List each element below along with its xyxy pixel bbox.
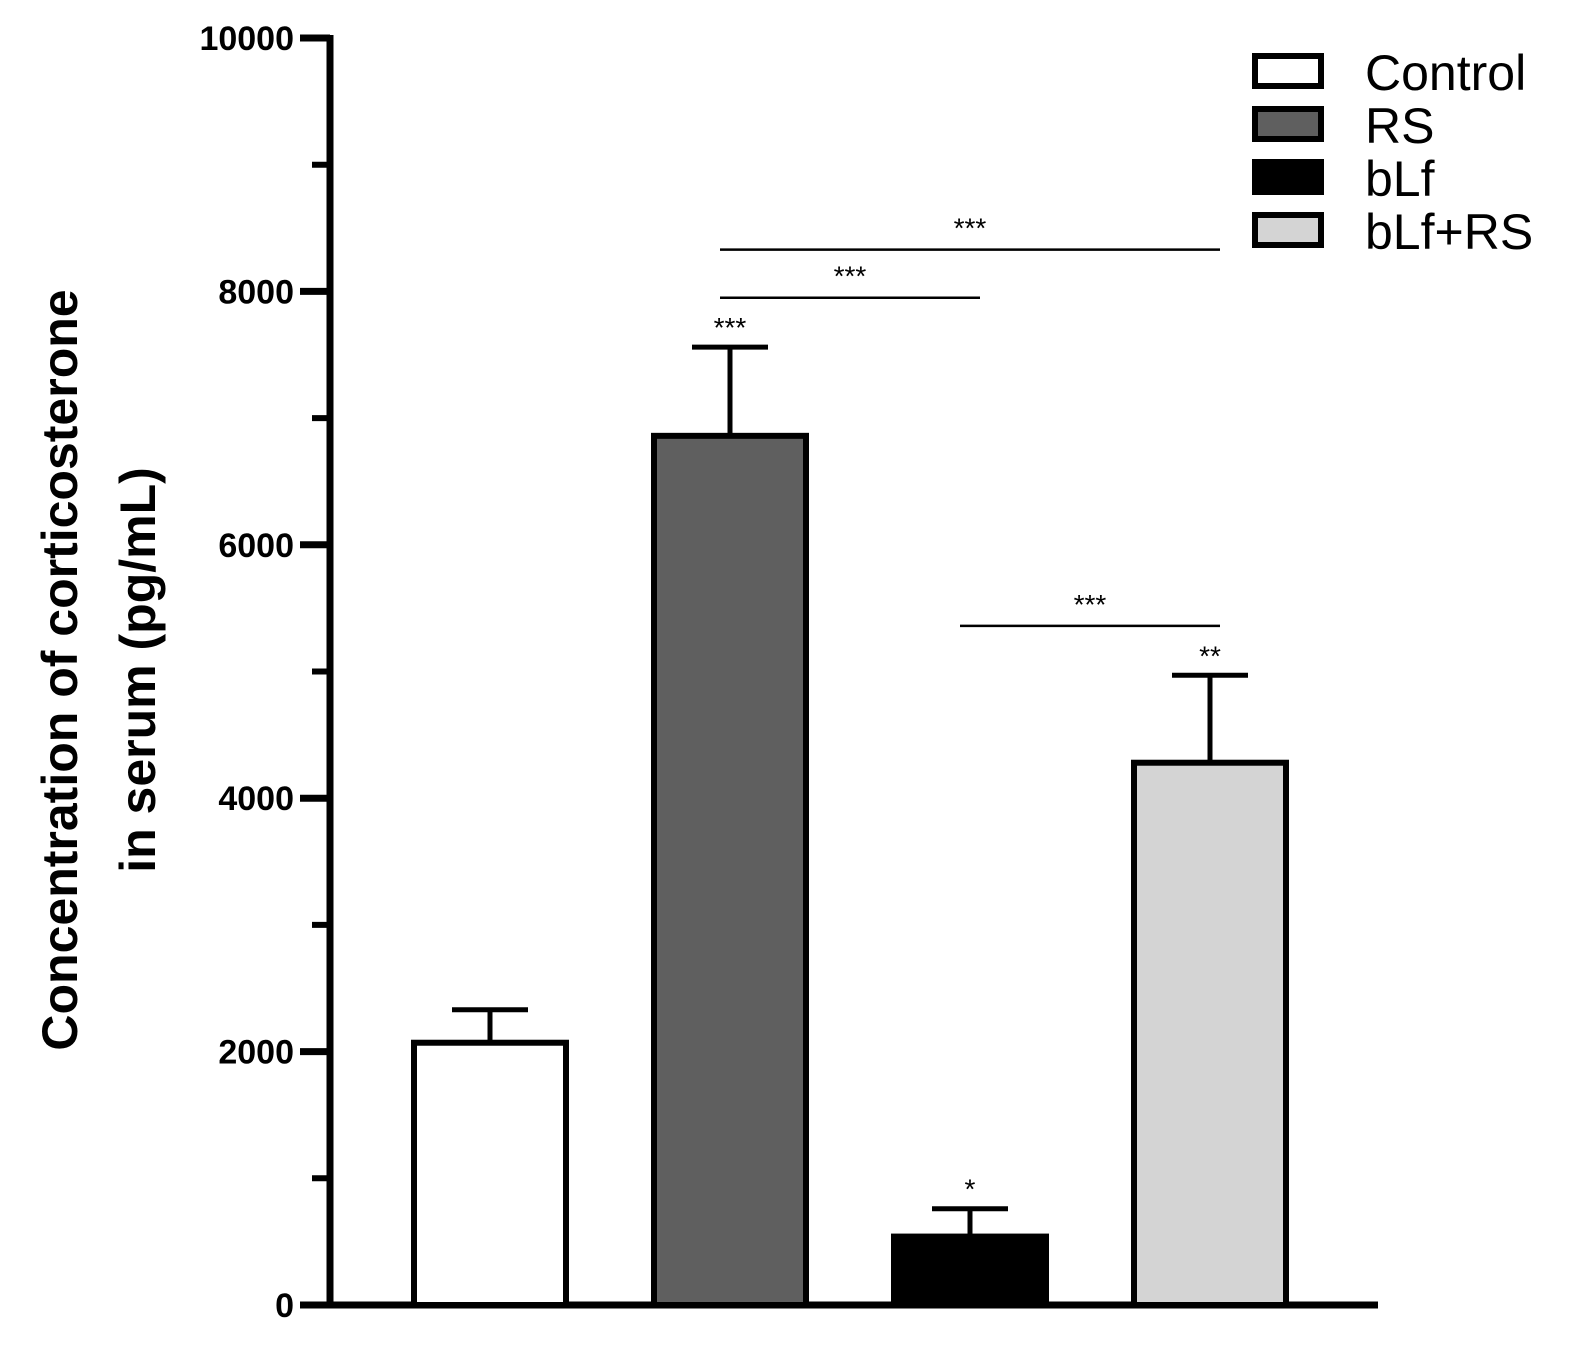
bar-significance-label: ** [1199,640,1221,671]
legend-label: Control [1365,45,1526,101]
legend-swatch-Control [1252,53,1324,89]
legend-label: bLf [1365,151,1435,207]
comparison-label: *** [1074,589,1107,620]
y-axis-label-line-1: Concentration of corticosterone [32,289,88,1050]
legend-swatch-RS [1252,106,1324,142]
bars: ****** [411,312,1289,1309]
bar-bLf+RS [1131,759,1289,1308]
comparison-label: *** [834,261,867,292]
y-tick-label: 4000 [218,780,294,818]
bar-significance-label: * [965,1174,976,1205]
comparison-label: *** [954,213,987,244]
legend-label: bLf+RS [1365,204,1533,260]
y-tick-label: 0 [275,1287,294,1325]
bar-Control [411,1039,569,1308]
y-tick-label: 2000 [218,1034,294,1072]
significance-annotations: *** *** *** [720,213,1220,628]
bar-significance-label: *** [714,312,747,343]
legend-swatch-bLf+RS [1252,212,1324,248]
y-tick-label: 6000 [218,527,294,565]
y-tick-label: 8000 [218,273,294,311]
y-axis-label-line-2: in serum (pg/mL) [110,467,166,873]
legend-label: RS [1365,98,1434,154]
legend-swatch-bLf [1252,159,1324,195]
y-tick-label: 10000 [199,20,294,58]
bar-RS [651,432,809,1308]
y-axis-label: Concentration of corticosterone in serum… [32,289,166,1050]
bar-bLf [891,1233,1049,1309]
